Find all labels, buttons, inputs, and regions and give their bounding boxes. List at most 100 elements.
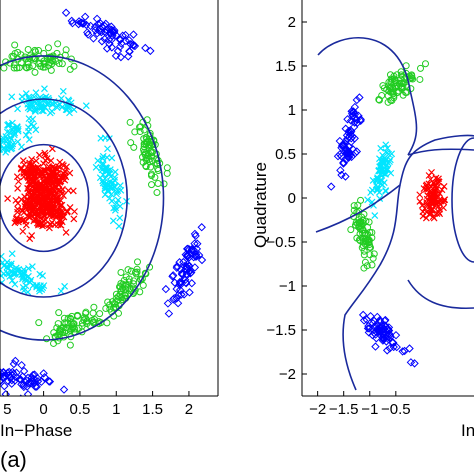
green-point — [369, 254, 377, 262]
green-point — [136, 288, 144, 296]
green-point — [142, 138, 150, 146]
red-point — [52, 195, 60, 202]
blue-point — [129, 41, 138, 50]
green-point — [103, 319, 111, 327]
blue-point — [105, 28, 114, 38]
cyan-point — [25, 136, 33, 143]
blue-point — [179, 257, 188, 267]
cyan-point — [14, 105, 22, 113]
green-point — [11, 41, 19, 49]
cyan-point — [2, 148, 10, 156]
red-point — [46, 181, 54, 189]
red-point — [41, 151, 49, 159]
cyan-point — [368, 186, 376, 194]
red-point — [39, 222, 46, 230]
cyan-point — [46, 109, 54, 117]
green-point — [111, 303, 119, 311]
blue-point — [364, 328, 374, 337]
cyan-point — [20, 270, 28, 278]
cyan-point — [382, 166, 390, 174]
red-point — [26, 213, 34, 221]
blue-point — [113, 46, 123, 56]
green-point — [35, 319, 43, 327]
cyan-point — [379, 166, 387, 174]
green-point — [140, 148, 148, 156]
cyan-point — [94, 157, 102, 165]
blue-point — [406, 358, 416, 367]
red-point — [39, 178, 47, 185]
x-tick-label: −2 — [309, 401, 326, 418]
blue-point — [364, 321, 373, 331]
green-point — [356, 218, 364, 226]
red-point — [47, 157, 55, 165]
blue-point — [12, 373, 22, 382]
green-point — [350, 202, 358, 210]
blue-point — [118, 31, 127, 40]
red-point — [435, 197, 442, 205]
blue-point — [352, 95, 362, 105]
green-point — [358, 234, 366, 242]
green-point — [83, 320, 91, 328]
blue-point — [45, 377, 55, 386]
red-point — [440, 198, 448, 206]
green-point — [395, 83, 403, 91]
red-point — [52, 182, 59, 190]
y-tick-label: −1 — [279, 278, 296, 295]
red-point — [40, 167, 48, 174]
blue-point — [344, 149, 353, 158]
blue-point — [12, 368, 21, 377]
red-point — [69, 187, 77, 195]
cyan-point — [109, 217, 117, 225]
red-point — [423, 181, 431, 189]
red-point — [19, 227, 27, 235]
green-point — [112, 294, 120, 302]
blue-point — [327, 182, 336, 191]
blue-point — [3, 376, 13, 386]
cyan-point — [371, 212, 379, 219]
green-point — [10, 64, 18, 72]
red-point — [42, 216, 50, 224]
green-point — [138, 275, 146, 283]
red-point — [41, 167, 49, 174]
red-point — [12, 218, 20, 225]
red-point — [24, 185, 31, 192]
blue-point — [337, 151, 346, 161]
red-point — [43, 210, 51, 218]
blue-point — [91, 26, 100, 35]
cyan-point — [8, 277, 16, 284]
green-point — [360, 251, 368, 259]
blue-point — [389, 342, 398, 352]
cyan-point — [14, 138, 22, 146]
red-point — [438, 186, 446, 194]
blue-point — [175, 285, 185, 295]
green-point — [148, 148, 156, 156]
cyan-point — [10, 131, 18, 139]
blue-point — [384, 329, 394, 338]
green-point — [347, 226, 355, 234]
blue-point — [96, 19, 105, 28]
cyan-point — [0, 146, 3, 154]
green-point — [137, 123, 145, 131]
green-point — [102, 304, 110, 312]
red-point — [61, 172, 69, 180]
y-tick-label: 0.5 — [275, 146, 296, 163]
blue-point — [77, 18, 86, 28]
cyan-point — [3, 128, 11, 136]
red-point — [28, 155, 36, 163]
green-point — [160, 180, 168, 188]
cyan-point — [33, 283, 41, 291]
red-point — [45, 224, 53, 232]
green-point — [409, 75, 417, 83]
cyan-point — [116, 182, 124, 190]
red-point — [50, 212, 58, 219]
green-point — [89, 309, 97, 317]
y-tick-label: 1.5 — [275, 58, 296, 75]
cyan-point — [115, 222, 123, 230]
red-point — [39, 194, 47, 202]
green-point — [8, 52, 16, 60]
green-point — [58, 60, 66, 68]
blue-point — [392, 342, 401, 352]
blue-point — [146, 46, 155, 56]
cyan-point — [378, 177, 386, 184]
red-point — [36, 180, 44, 188]
